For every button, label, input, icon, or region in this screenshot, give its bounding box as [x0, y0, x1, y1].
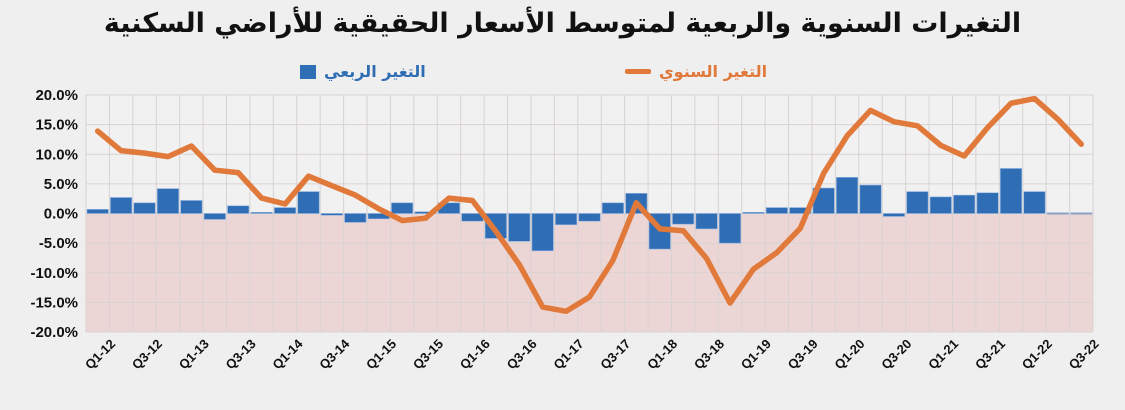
quarterly-bar	[344, 213, 367, 223]
quarterly-bar	[250, 212, 273, 214]
x-tick-label: Q1-18	[644, 336, 680, 372]
x-tick-label: Q1-19	[738, 336, 774, 372]
quarterly-bar	[274, 207, 297, 214]
y-tick-label: -10.0%	[30, 265, 78, 282]
quarterly-bar	[180, 200, 203, 214]
quarterly-bar	[953, 194, 976, 214]
quarterly-bar	[391, 202, 414, 214]
quarterly-bar	[672, 213, 695, 225]
quarterly-bar	[742, 212, 765, 214]
y-tick-label: 5.0%	[44, 176, 78, 193]
x-tick-label: Q3-12	[129, 336, 165, 372]
y-tick-label: 10.0%	[35, 146, 78, 163]
quarterly-bar	[1000, 168, 1023, 214]
quarterly-bar	[1046, 212, 1069, 215]
x-tick-label: Q3-22	[1066, 336, 1102, 372]
quarterly-bar	[906, 191, 929, 214]
y-tick-label: 20.0%	[35, 87, 78, 104]
quarterly-bar	[110, 197, 133, 214]
y-tick-label: -15.0%	[30, 294, 78, 311]
quarterly-bar	[859, 184, 882, 214]
quarterly-bar	[484, 213, 507, 239]
line-swatch-icon	[625, 69, 651, 74]
quarterly-bar	[86, 209, 109, 214]
legend-annual-label: التغير السنوي	[659, 62, 768, 81]
x-tick-label: Q1-15	[363, 336, 399, 372]
legend-quarterly-label: التغير الربعي	[324, 62, 426, 81]
legend-annual: التغير السنوي	[625, 62, 767, 81]
x-tick-label: Q1-17	[550, 336, 586, 372]
x-tick-label: Q1-16	[457, 336, 493, 372]
quarterly-bar	[508, 213, 531, 242]
x-tick-label: Q1-14	[269, 336, 306, 373]
y-tick-label: -5.0%	[39, 235, 78, 252]
x-tick-label: Q3-19	[785, 336, 821, 372]
quarterly-bar	[882, 213, 905, 217]
quarterly-bar	[555, 213, 578, 226]
quarterly-bar	[601, 202, 624, 214]
x-tick-label: Q3-17	[597, 336, 633, 372]
quarterly-bar	[719, 213, 742, 244]
x-tick-label: Q3-13	[223, 336, 259, 372]
quarterly-bar	[156, 188, 179, 214]
x-tick-label: Q1-13	[176, 336, 212, 372]
quarterly-bar	[929, 196, 952, 214]
quarterly-bar	[1070, 212, 1093, 215]
y-tick-label: 15.0%	[35, 117, 78, 134]
x-tick-label: Q3-20	[878, 336, 914, 372]
x-tick-label: Q1-22	[1019, 336, 1055, 372]
quarterly-bar	[1023, 191, 1046, 214]
quarterly-bar	[227, 205, 250, 214]
x-tick-label: Q3-15	[410, 336, 446, 372]
annual-line	[94, 95, 1085, 315]
quarterly-bar	[765, 207, 788, 214]
quarterly-bar	[578, 213, 601, 222]
y-tick-label: 0.0%	[44, 206, 78, 223]
x-tick-label: Q3-18	[691, 336, 727, 372]
x-tick-label: Q1-20	[831, 336, 867, 372]
quarterly-bar	[531, 213, 554, 252]
bar-swatch-icon	[300, 64, 316, 79]
x-tick-label: Q1-21	[925, 336, 961, 372]
x-tick-label: Q3-16	[504, 336, 540, 372]
quarterly-bar	[297, 191, 320, 214]
quarterly-bar	[836, 177, 859, 214]
quarterly-bar	[203, 213, 226, 220]
x-tick-label: Q3-21	[972, 336, 1008, 372]
quarterly-bar	[133, 202, 156, 214]
quarterly-bar	[320, 213, 343, 216]
x-tick-label: Q1-12	[82, 336, 118, 372]
quarterly-bar	[695, 213, 718, 230]
quarterly-bar	[976, 192, 999, 214]
x-tick-label: Q3-14	[316, 336, 353, 373]
chart-title: التغيرات السنوية والربعية لمتوسط الأسعار…	[103, 8, 1022, 39]
y-tick-label: -20.0%	[30, 324, 78, 341]
legend-quarterly: التغير الربعي	[300, 62, 426, 81]
quarterly-bar	[789, 207, 812, 214]
